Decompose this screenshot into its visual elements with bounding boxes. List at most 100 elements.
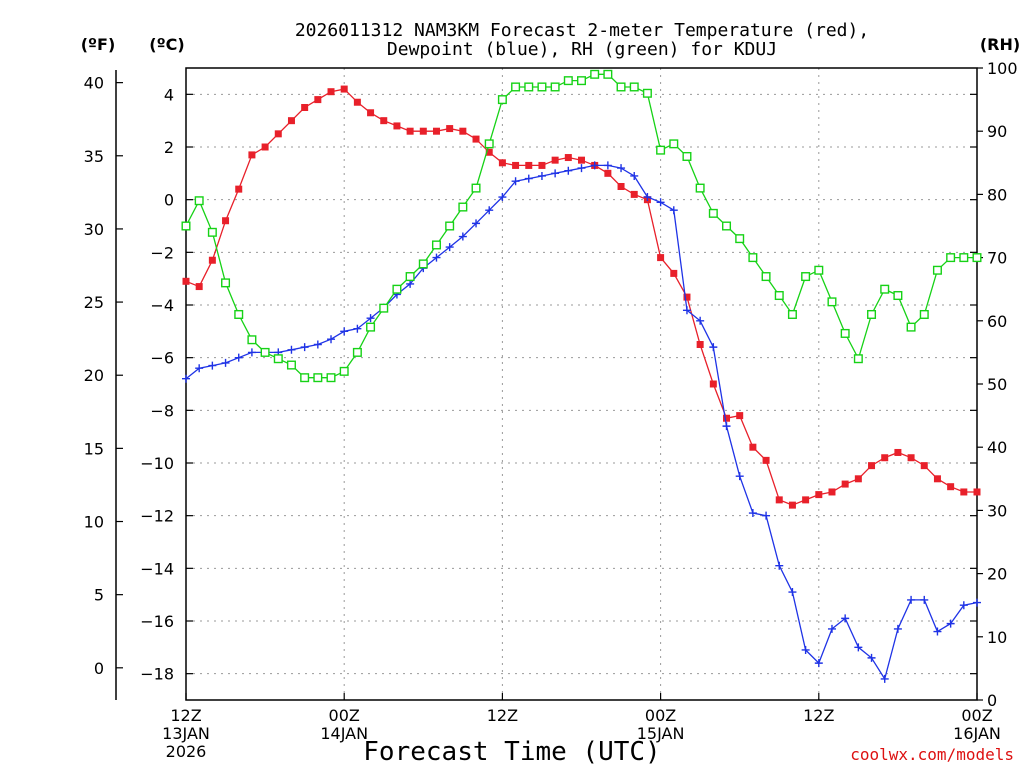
rh-point — [735, 234, 745, 244]
rh-point — [590, 69, 600, 79]
dewpoint-point — [656, 198, 665, 207]
rh-point — [682, 151, 692, 161]
time-tick-label: 12Z — [803, 706, 834, 725]
dewpoint-point — [366, 314, 375, 323]
temperature-point — [419, 127, 427, 135]
dewpoint-point — [920, 595, 929, 604]
dewpoint-point — [221, 358, 230, 367]
rh-point — [695, 183, 705, 193]
temperature-point — [960, 488, 968, 496]
time-tick-label: 12Z — [487, 706, 518, 725]
rh-tick-label: 10 — [987, 628, 1007, 647]
temperature-point — [472, 135, 480, 143]
rh-point — [827, 297, 837, 307]
dewpoint-point — [814, 659, 823, 668]
dewpoint-point — [406, 279, 415, 288]
temperature-point — [578, 156, 585, 164]
temperature-point — [538, 161, 546, 169]
dewpoint-point — [669, 206, 678, 215]
dewpoint-point — [617, 164, 626, 173]
dewpoint-point — [630, 171, 639, 180]
dewpoint-point — [327, 335, 336, 344]
rh-point — [524, 82, 534, 92]
temperature-point — [920, 462, 928, 470]
dewpoint-point — [485, 206, 494, 215]
temperature-point — [802, 496, 810, 504]
dewpoint-point — [590, 161, 599, 170]
dewpoint-point — [353, 324, 362, 333]
dewpoint-point — [498, 193, 507, 202]
fahrenheit-tick-label: 35 — [84, 147, 104, 166]
rh-point — [880, 284, 890, 294]
rh-point — [392, 284, 402, 294]
temperature-point — [881, 454, 889, 462]
rh-point — [181, 221, 191, 231]
dewpoint-point — [722, 422, 731, 431]
dewpoint-point — [907, 595, 916, 604]
temperature-point — [512, 161, 520, 169]
temperature-point — [367, 109, 375, 117]
dewpoint-point — [762, 511, 771, 520]
dewpoint-point — [867, 653, 876, 662]
time-tick-label: 00Z — [329, 706, 360, 725]
temperature-point — [723, 414, 731, 422]
celsius-tick-label: −8 — [150, 401, 174, 420]
rh-point — [563, 76, 573, 86]
rh-point — [787, 309, 797, 319]
rh-point — [867, 309, 877, 319]
rh-tick-label: 90 — [987, 122, 1007, 141]
temperature-point — [248, 151, 256, 159]
rh-point — [603, 69, 613, 79]
dewpoint-point — [748, 509, 757, 518]
temperature-point — [775, 496, 783, 504]
dewpoint-point — [854, 643, 863, 652]
temperature-point — [208, 256, 216, 264]
rh-point — [893, 291, 903, 301]
rh-point — [708, 208, 718, 218]
rh-tick-label: 50 — [987, 375, 1007, 394]
rh-point — [642, 88, 652, 98]
rh-point — [656, 145, 666, 155]
rh-point — [722, 221, 732, 231]
rh-point — [445, 221, 455, 231]
rh-point — [972, 253, 982, 263]
time-tick-label: 2026 — [166, 742, 207, 761]
rh-point — [616, 82, 626, 92]
dewpoint-point — [643, 193, 652, 202]
rh-tick-label: 20 — [987, 565, 1007, 584]
dewpoint-point — [696, 316, 705, 325]
dewpoint-point — [735, 472, 744, 481]
temperature-point — [261, 143, 269, 151]
dewpoint-point — [511, 177, 520, 186]
celsius-tick-label: 4 — [164, 85, 174, 104]
celsius-axis-unit: (ºC) — [149, 35, 184, 54]
temperature-point — [683, 293, 691, 301]
rh-point — [405, 272, 415, 282]
rh-series — [181, 69, 982, 383]
temperature-point — [195, 283, 203, 291]
fahrenheit-tick-label: 10 — [84, 513, 104, 532]
rh-point — [234, 309, 244, 319]
rh-point — [286, 360, 296, 370]
dewpoint-point — [973, 598, 981, 607]
rh-point — [352, 347, 362, 357]
temperature-series — [182, 85, 981, 509]
rh-point — [906, 322, 916, 332]
temperature-point — [947, 483, 955, 491]
dewpoint-point — [182, 374, 190, 383]
fahrenheit-tick-label: 0 — [94, 659, 104, 678]
celsius-tick-label: 2 — [164, 138, 174, 157]
temperature-point — [841, 480, 849, 488]
rh-point — [313, 373, 323, 383]
dewpoint-point — [208, 361, 217, 370]
celsius-tick-label: −4 — [150, 296, 174, 315]
fahrenheit-tick-label: 5 — [94, 586, 104, 605]
rh-point — [221, 278, 231, 288]
dewpoint-point — [472, 219, 481, 228]
rh-tick-label: 0 — [987, 691, 997, 710]
dewpoint-point — [603, 161, 612, 170]
dewpoint-point — [340, 327, 349, 336]
rh-axis-unit: (RH) — [980, 35, 1020, 54]
